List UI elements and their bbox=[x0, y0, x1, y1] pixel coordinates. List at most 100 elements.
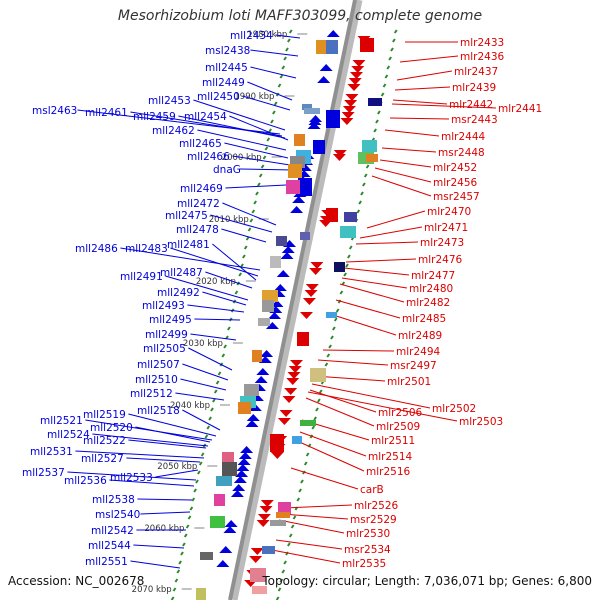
gene-label-mlr2489: mlr2489 bbox=[398, 330, 442, 342]
plus-strand-arrow bbox=[257, 514, 271, 521]
gene-label-mll2475: mll2475 bbox=[165, 210, 208, 222]
gene-label-mll2462: mll2462 bbox=[152, 125, 195, 137]
gene-label-mll2478: mll2478 bbox=[176, 224, 219, 236]
leader-line bbox=[311, 383, 431, 409]
gene-label-mll2542: mll2542 bbox=[91, 525, 134, 537]
plus-strand-arrow bbox=[352, 60, 366, 67]
leader-line bbox=[322, 349, 395, 352]
tick-mark bbox=[268, 128, 272, 133]
leader-line bbox=[341, 277, 408, 289]
gene-label-mlr2436: mlr2436 bbox=[460, 51, 505, 63]
tick-mark bbox=[343, 272, 347, 277]
leader-line bbox=[137, 498, 193, 501]
cog-block bbox=[294, 134, 305, 146]
cog-block bbox=[262, 290, 278, 302]
tick-mark bbox=[347, 254, 351, 259]
minus-strand-arrow bbox=[319, 64, 333, 71]
tick-mark bbox=[356, 209, 361, 214]
gene-label-mll2533: mll2533 bbox=[110, 472, 153, 484]
plus-strand-arrow bbox=[332, 154, 346, 161]
leader-line bbox=[250, 49, 299, 57]
tick-mark bbox=[208, 416, 212, 421]
tick-mark bbox=[281, 65, 286, 70]
cog-block bbox=[300, 232, 310, 240]
leader-line bbox=[307, 391, 458, 422]
tick-mark bbox=[326, 353, 331, 358]
genome-summary-text: Topology: circular; Length: 7,036,071 bp… bbox=[262, 574, 592, 588]
leader-line bbox=[239, 168, 294, 171]
minus-strand-arrow bbox=[290, 206, 304, 213]
gene-label-mlr2441: mlr2441 bbox=[498, 103, 542, 115]
plus-strand-arrow bbox=[259, 506, 273, 513]
tick-mark bbox=[290, 524, 295, 529]
plus-strand-arrow bbox=[249, 556, 263, 563]
gene-label-mlr2442: mlr2442 bbox=[449, 99, 493, 111]
gene-label-mlr2506: mlr2506 bbox=[378, 407, 423, 419]
leader-line bbox=[329, 313, 397, 336]
gene-label-mll2469: mll2469 bbox=[180, 183, 223, 195]
tick-mark bbox=[287, 542, 291, 547]
plus-strand-gene bbox=[270, 434, 284, 452]
leader-line bbox=[281, 513, 349, 520]
cog-block bbox=[340, 226, 356, 238]
leader-line bbox=[371, 175, 432, 197]
plus-strand-arrow bbox=[287, 372, 301, 379]
tick-mark bbox=[303, 461, 308, 466]
cog-block bbox=[210, 516, 225, 528]
gene-label-mlr2514: mlr2514 bbox=[368, 451, 413, 463]
cog-block bbox=[326, 40, 338, 54]
tick-mark bbox=[240, 263, 244, 268]
tick-mark bbox=[277, 83, 282, 88]
gene-label-mlr2494: mlr2494 bbox=[396, 346, 441, 358]
leader-line bbox=[135, 426, 211, 443]
leader-line bbox=[392, 99, 448, 105]
kbp-label: 2000 kbp bbox=[222, 153, 262, 163]
tick-mark bbox=[313, 416, 317, 421]
leader-line bbox=[396, 70, 453, 81]
leader-line bbox=[202, 291, 247, 306]
gene-label-msr2448: msr2448 bbox=[438, 147, 485, 159]
gene-label-msr2497: msr2497 bbox=[390, 360, 437, 372]
leader-line bbox=[182, 363, 229, 381]
tick-mark bbox=[360, 191, 364, 196]
tick-mark bbox=[238, 272, 242, 277]
leader-line bbox=[335, 299, 401, 319]
tick-mark bbox=[288, 29, 293, 34]
gene-label-mlr2433: mlr2433 bbox=[460, 37, 504, 49]
leader-line bbox=[359, 226, 423, 239]
cog-block bbox=[270, 256, 281, 268]
plus-strand-arrow bbox=[256, 520, 270, 527]
cog-block bbox=[326, 312, 337, 318]
tick-mark bbox=[273, 101, 278, 106]
plus-strand-arrow bbox=[290, 360, 303, 367]
tick-mark bbox=[380, 92, 385, 97]
cog-block bbox=[362, 140, 377, 152]
minus-strand-arrow bbox=[232, 484, 246, 491]
plus-strand-arrow bbox=[260, 500, 274, 507]
tick-mark bbox=[384, 74, 389, 79]
tick-mark bbox=[227, 326, 231, 331]
leader-line bbox=[165, 275, 249, 301]
minus-strand-arrow bbox=[265, 322, 279, 329]
minus-strand-arrow bbox=[237, 458, 251, 465]
cog-block bbox=[200, 552, 213, 560]
gene-label-msr2443: msr2443 bbox=[451, 114, 498, 126]
gene-label-mll2472: mll2472 bbox=[177, 198, 220, 210]
gene-label-mll2493: mll2493 bbox=[142, 300, 185, 312]
plus-strand-arrow bbox=[344, 100, 358, 107]
cog-block bbox=[286, 180, 300, 194]
gene-label-mll2538: mll2538 bbox=[92, 494, 135, 506]
leader-line bbox=[92, 433, 209, 447]
leader-line bbox=[193, 99, 286, 131]
plus-strand-arrow bbox=[288, 366, 302, 373]
minus-strand-arrow bbox=[238, 452, 252, 459]
gene-label-mll2510: mll2510 bbox=[135, 374, 178, 386]
gene-label-mll2524: mll2524 bbox=[47, 429, 90, 441]
plus-strand-arrow bbox=[310, 262, 324, 269]
gene-label-mll2454: mll2454 bbox=[184, 111, 227, 123]
kbp-label: 1980 kbp bbox=[247, 30, 287, 40]
tick-mark bbox=[198, 461, 203, 466]
leader-line bbox=[394, 86, 451, 91]
plus-strand-arrow bbox=[270, 452, 284, 459]
leader-line bbox=[75, 450, 205, 459]
